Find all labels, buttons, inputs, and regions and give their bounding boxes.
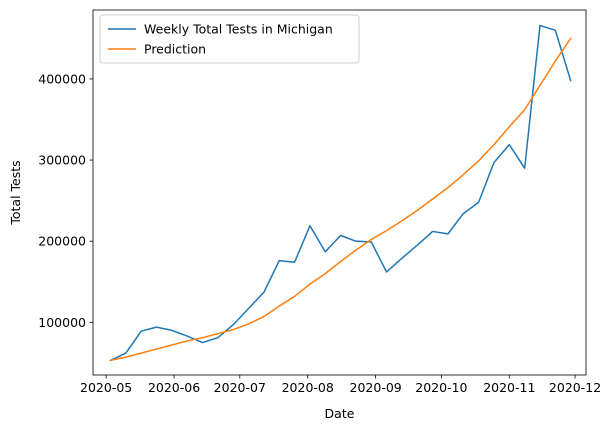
x-tick-label: 2020-12 xyxy=(549,380,601,395)
plot-lines xyxy=(109,24,572,362)
y-tick-label: 200000 xyxy=(38,234,86,249)
y-tick-label: 300000 xyxy=(38,153,86,168)
x-tick-label: 2020-06 xyxy=(148,380,200,395)
legend-box xyxy=(99,14,360,64)
x-tick-label: 2020-09 xyxy=(350,380,402,395)
legend-entry: Prediction xyxy=(144,42,206,57)
y-axis-ticks: 100000 200000 300000 400000 xyxy=(38,71,93,330)
y-axis-label: Total Tests xyxy=(8,160,23,225)
x-tick-label: 2020-05 xyxy=(80,380,132,395)
y-tick-label: 100000 xyxy=(38,315,86,330)
plot-frame xyxy=(92,9,587,376)
series-line-1 xyxy=(109,37,572,362)
x-tick-label: 2020-10 xyxy=(415,380,467,395)
x-tick-label: 2020-07 xyxy=(214,380,266,395)
x-tick-label: 2020-08 xyxy=(282,380,334,395)
x-axis-ticks: 2020-05 2020-06 2020-07 2020-08 2020-09 2020-… xyxy=(80,375,601,395)
legend: Weekly Total Tests in Michigan Prediction xyxy=(99,14,360,64)
y-tick-label: 400000 xyxy=(38,71,86,86)
x-axis-label: Date xyxy=(325,406,355,421)
x-tick-label: 2020-11 xyxy=(483,380,535,395)
legend-entry: Weekly Total Tests in Michigan xyxy=(144,22,333,37)
series-line-0 xyxy=(109,24,572,362)
